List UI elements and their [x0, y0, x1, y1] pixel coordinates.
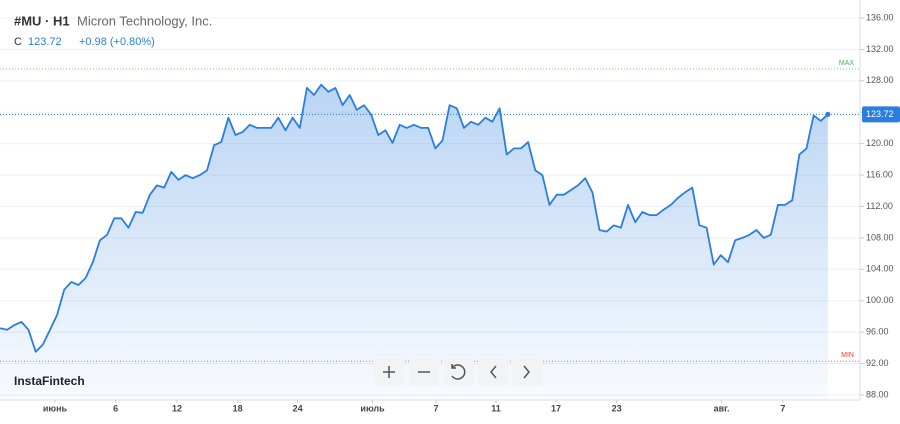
- scroll-right[interactable]: [512, 358, 542, 386]
- x-tick-label: 6: [113, 403, 118, 413]
- close-prefix: C: [14, 36, 22, 48]
- x-tick-label: 11: [491, 403, 501, 413]
- line: [0, 83, 829, 353]
- x-tick-label: 18: [233, 403, 243, 413]
- company: Micron Technology, Inc.: [77, 13, 212, 28]
- y-tick-label: 120.00: [866, 138, 894, 148]
- last-price-box: [862, 106, 900, 123]
- y-tick-label: 108.00: [866, 232, 894, 242]
- last-point: [825, 111, 831, 117]
- close-value: 123.72: [28, 36, 62, 48]
- y-tick-label: 136.00: [866, 12, 894, 22]
- x-tick-label: 7: [434, 403, 439, 413]
- zoom-in[interactable]: [374, 358, 404, 386]
- y-tick-label: 104.00: [866, 264, 894, 274]
- zoom-out[interactable]: [409, 358, 439, 386]
- y-tick-label: 128.00: [866, 75, 894, 85]
- plot: [0, 17, 860, 400]
- reference-label: MAX: [839, 60, 855, 67]
- y-tick-label: 112.00: [866, 201, 893, 211]
- y-tick-label: 116.00: [866, 169, 893, 179]
- x-tick-label: 7: [780, 403, 785, 413]
- reset[interactable]: [444, 358, 474, 386]
- x-tick-label: 12: [172, 403, 182, 413]
- x-tick-label: 24: [293, 403, 303, 413]
- change: +0.98 (+0.80%): [79, 36, 155, 48]
- y-tick-label: 92.00: [866, 358, 889, 368]
- symbol: #MU · H1: [14, 13, 70, 28]
- x-tick-label: июль: [360, 403, 385, 413]
- x-tick-label: июнь: [43, 403, 68, 413]
- reference-label: MIN: [841, 352, 854, 359]
- y-tick-label: 132.00: [866, 44, 894, 54]
- y-tick-label: 88.00: [866, 389, 889, 399]
- scroll-left[interactable]: [478, 358, 508, 386]
- y-tick-label: 100.00: [866, 295, 894, 305]
- last-price-label: 123.72: [866, 109, 894, 119]
- x-tick-label: 17: [551, 403, 561, 413]
- toolbar: [374, 358, 542, 386]
- y-tick-label: 96.00: [866, 327, 889, 337]
- area: [0, 84, 828, 400]
- brand: InstaFintech: [14, 374, 85, 388]
- x-tick-label: авг.: [714, 403, 730, 413]
- x-tick-label: 23: [612, 403, 622, 413]
